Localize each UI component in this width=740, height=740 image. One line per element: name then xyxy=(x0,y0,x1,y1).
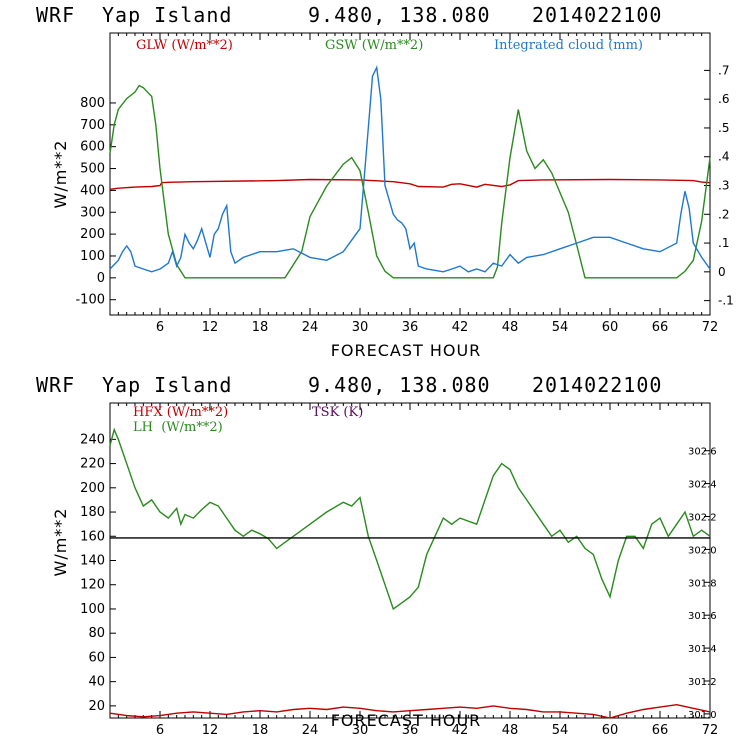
y2-tick-label: .3 xyxy=(718,179,729,193)
y-tick-label: 300 xyxy=(80,205,105,220)
y-tick-label: 40 xyxy=(88,675,105,690)
legend-hfx: HFX (W/m**2) xyxy=(133,405,228,420)
top-chart: 6 12 18 24 30 36 42 48 54 60 66 72 -100 0 100 200 300 40… xyxy=(51,32,734,360)
top-xlabel: FORECAST HOUR xyxy=(331,341,482,360)
y2-tick-label: 302.4 xyxy=(688,480,717,491)
y2-tick-label: 302.6 xyxy=(688,447,717,458)
x-tick-label: 24 xyxy=(302,320,319,335)
x-tick-label: 66 xyxy=(652,320,669,335)
legend-cloud: Integrated cloud (mm) xyxy=(494,38,643,53)
bottom-header: WRF Yap Island 9.480, 138.080 2014022100 xyxy=(0,373,740,401)
y2-tick-label: -.1 xyxy=(718,294,734,308)
y-tick-label: 700 xyxy=(80,118,105,133)
x-tick-label: 24 xyxy=(302,723,319,738)
y-tick-label: 100 xyxy=(80,249,105,264)
x-tick-label: 42 xyxy=(452,320,469,335)
legend-gsw: GSW (W/m**2) xyxy=(325,38,423,53)
x-tick-label: 72 xyxy=(702,320,719,335)
y2-tick-label: .7 xyxy=(718,63,729,77)
y-tick-label: 100 xyxy=(80,602,105,617)
legend-glw: GLW (W/m**2) xyxy=(136,38,233,53)
y2-tick-label: .5 xyxy=(718,121,729,135)
y-tick-label: 160 xyxy=(80,529,105,544)
y-tick-label: 400 xyxy=(80,183,105,198)
y2-tick-label: .2 xyxy=(718,207,729,221)
y2-tick-label: 302.2 xyxy=(688,512,717,523)
bottom-ylabel: W/m**2 xyxy=(51,508,70,577)
legend-tsk: TSK (K) xyxy=(312,405,363,420)
x-tick-label: 36 xyxy=(402,723,419,738)
y2-tick-label: 302.0 xyxy=(688,545,717,556)
y2-tick-label: .6 xyxy=(718,92,729,106)
x-tick-label: 12 xyxy=(202,723,219,738)
x-tick-label: 30 xyxy=(352,723,369,738)
x-tick-label: 6 xyxy=(156,723,164,738)
top-header: WRF Yap Island 9.480, 138.080 2014022100 xyxy=(0,3,740,31)
y-tick-label: 220 xyxy=(80,457,105,472)
series-line-glw xyxy=(109,178,711,190)
y2-tick-label: 301.0 xyxy=(688,710,717,721)
y2-tick-label: 0 xyxy=(718,265,726,279)
y-tick-label: -100 xyxy=(75,293,105,308)
x-tick-label: 48 xyxy=(502,723,519,738)
x-tick-label: 60 xyxy=(602,320,619,335)
legend-lh: LH (W/m**2) xyxy=(133,420,223,435)
y-tick-label: 200 xyxy=(80,481,105,496)
x-tick-label: 54 xyxy=(552,723,569,738)
y2-tick-label: .1 xyxy=(718,236,729,250)
top-plot-frame xyxy=(109,32,711,316)
y-tick-label: 0 xyxy=(97,271,105,286)
series-line-hfx xyxy=(109,703,711,719)
x-tick-label: 12 xyxy=(202,320,219,335)
series-line-cloud xyxy=(109,65,711,273)
x-tick-label: 30 xyxy=(352,320,369,335)
x-tick-label: 72 xyxy=(702,723,719,738)
bottom-plot-frame xyxy=(109,402,711,719)
x-tick-label: 60 xyxy=(602,723,619,738)
y-tick-label: 120 xyxy=(80,578,105,593)
y-tick-label: 140 xyxy=(80,554,105,569)
y2-tick-label: 301.6 xyxy=(688,611,717,622)
x-tick-label: 48 xyxy=(502,320,519,335)
y-tick-label: 20 xyxy=(88,699,105,714)
series-line-gsw xyxy=(109,84,711,279)
top-coords: 9.480, 138.080 xyxy=(308,3,491,27)
y-tick-label: 500 xyxy=(80,162,105,177)
y2-tick-label: 301.2 xyxy=(688,677,717,688)
bottom-model: WRF xyxy=(36,373,76,397)
y2-tick-label: 301.8 xyxy=(688,578,717,589)
y-tick-label: 240 xyxy=(80,432,105,447)
y-tick-label: 600 xyxy=(80,140,105,155)
x-tick-label: 18 xyxy=(252,723,269,738)
bottom-xlabel: FORECAST HOUR xyxy=(331,711,482,730)
bottom-chart: 6 12 18 24 30 36 42 48 54 60 66 72 20 40 60 80 100 120 14… xyxy=(51,402,719,738)
y-tick-label: 200 xyxy=(80,227,105,242)
y-tick-label: 800 xyxy=(80,96,105,111)
top-model: WRF xyxy=(36,3,76,27)
x-tick-label: 6 xyxy=(156,320,164,335)
series-line-lh xyxy=(109,427,711,611)
x-tick-label: 18 xyxy=(252,320,269,335)
x-tick-label: 36 xyxy=(402,320,419,335)
bottom-location: Yap Island xyxy=(102,373,233,397)
y-tick-label: 60 xyxy=(88,650,105,665)
y2-tick-label: .4 xyxy=(718,150,729,164)
bottom-coords: 9.480, 138.080 xyxy=(308,373,491,397)
y2-tick-label: 301.4 xyxy=(688,644,717,655)
y-tick-label: 180 xyxy=(80,505,105,520)
top-date: 2014022100 xyxy=(532,3,663,27)
top-location: Yap Island xyxy=(102,3,233,27)
top-ylabel: W/m**2 xyxy=(51,140,70,209)
x-tick-label: 42 xyxy=(452,723,469,738)
x-tick-label: 54 xyxy=(552,320,569,335)
x-tick-label: 66 xyxy=(652,723,669,738)
y-tick-label: 80 xyxy=(88,626,105,641)
bottom-date: 2014022100 xyxy=(532,373,663,397)
